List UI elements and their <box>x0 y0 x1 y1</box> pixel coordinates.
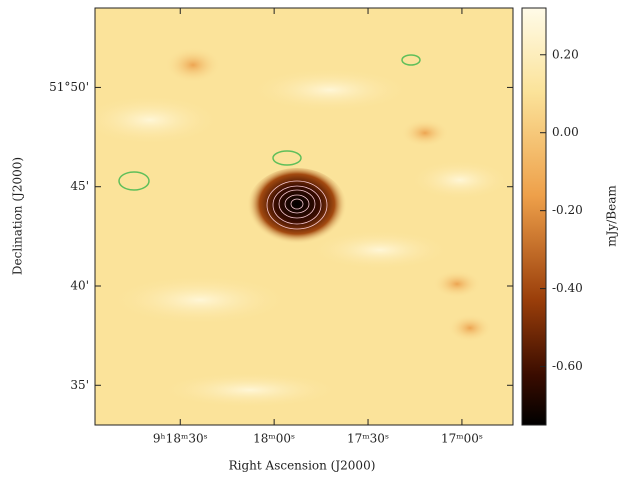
y-axis-label: Declination (J2000) <box>11 157 25 275</box>
y-tick-label: 35' <box>70 378 89 392</box>
colorbar-tick-label: 0.00 <box>552 125 579 139</box>
colorbar-tick-label: -0.40 <box>552 281 583 295</box>
colorbar <box>521 7 547 426</box>
colorbar-label: mJy/Beam <box>605 185 619 247</box>
colorbar-tick-label: 0.20 <box>552 47 579 61</box>
x-tick-label: 17ᵐ00ˢ <box>441 432 483 446</box>
plot-frame <box>94 7 514 426</box>
y-tick-label: 40' <box>70 278 89 292</box>
colorbar-tick-label: -0.20 <box>552 203 583 217</box>
x-axis-label: Right Ascension (J2000) <box>229 459 376 473</box>
x-tick-label: 17ᵐ30ˢ <box>347 432 389 446</box>
x-tick-label: 9ʰ18ᵐ30ˢ <box>153 432 208 446</box>
y-tick-label: 45' <box>70 179 89 193</box>
colorbar-tick-label: -0.60 <box>552 359 583 373</box>
x-tick-label: 18ᵐ00ˢ <box>253 432 295 446</box>
map <box>95 8 513 425</box>
y-tick-label: 51°50' <box>49 80 89 94</box>
